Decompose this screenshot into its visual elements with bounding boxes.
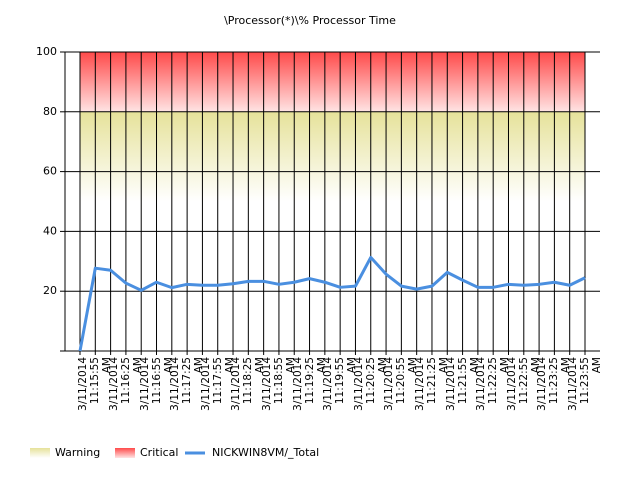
y-tick-label: 20 xyxy=(43,284,57,297)
band xyxy=(80,111,585,202)
y-tick-label: 40 xyxy=(43,224,57,237)
legend-swatch xyxy=(30,448,50,458)
legend-label: NICKWIN8VM/_Total xyxy=(212,446,319,459)
y-tick-label: 60 xyxy=(43,165,57,178)
chart-title: \Processor(*)\% Processor Time xyxy=(224,14,396,27)
legend-label: Critical xyxy=(140,446,178,459)
band xyxy=(80,52,585,112)
x-tick-label: 3/11/2014 11:23:55 AM xyxy=(567,357,603,411)
line xyxy=(78,255,586,352)
y-tick-label: 80 xyxy=(43,105,57,118)
y-tick-label: 100 xyxy=(36,45,57,58)
legend-label: Warning xyxy=(55,446,100,459)
legend-swatch xyxy=(115,448,135,458)
